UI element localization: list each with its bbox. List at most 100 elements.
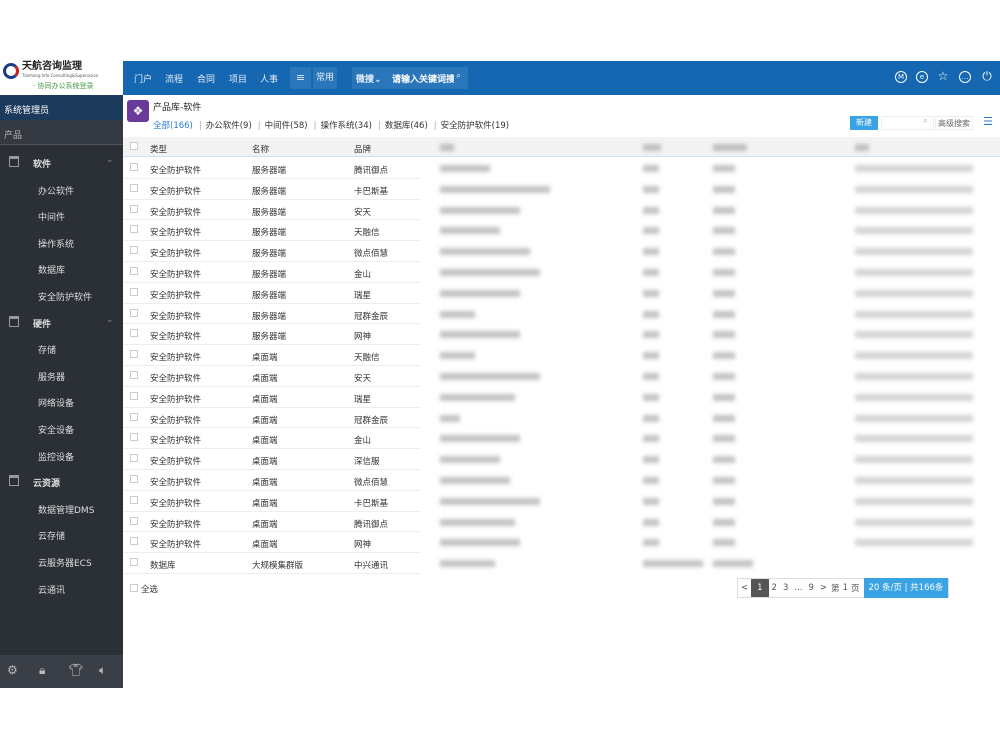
nav-workflow[interactable]: 流程 (165, 75, 184, 85)
column-brand[interactable]: 品牌 (354, 145, 372, 155)
table-row[interactable]: 安全防护软件 桌面端 卡巴斯基 (123, 491, 1000, 512)
filter-tab[interactable]: 安全防护软件(19) (440, 121, 510, 131)
sidebar-item[interactable]: 监控设备 (0, 442, 123, 468)
column-name[interactable]: 名称 (252, 145, 270, 155)
common-button[interactable]: 常用 (313, 67, 337, 89)
table-row[interactable]: 安全防护软件 服务器端 天融信 (123, 220, 1000, 242)
search-scope-dropdown[interactable]: 微搜⌄ (356, 75, 382, 85)
star-icon[interactable]: ☆ (937, 69, 949, 83)
search-icon[interactable]: ⌕ (923, 116, 929, 126)
menu-icon[interactable]: ≡ (290, 67, 311, 89)
row-checkbox[interactable] (130, 516, 138, 525)
sidebar-item[interactable]: 安全设备 (0, 415, 123, 441)
nav-portal[interactable]: 门户 (134, 75, 153, 85)
nav-contract[interactable]: 合同 (197, 75, 216, 85)
sidebar-item[interactable]: 办公软件 (0, 176, 123, 202)
nav-project[interactable]: 项目 (229, 75, 248, 85)
sidebar-item[interactable]: 数据管理DMS (0, 495, 123, 521)
page-size-select[interactable]: 20 条/页 | 共166条 (863, 578, 949, 598)
row-checkbox[interactable] (130, 475, 138, 483)
sidebar-item[interactable]: 存储 (0, 335, 123, 361)
current-user[interactable]: 系统管理员 (0, 95, 123, 120)
sidebar-item[interactable]: 操作系统 (0, 229, 123, 255)
filter-tab[interactable]: 数据库(46) (384, 121, 428, 131)
row-checkbox[interactable] (130, 495, 138, 504)
power-icon[interactable]: ⏻ (982, 69, 992, 83)
column-type[interactable]: 类型 (150, 145, 168, 155)
table-row[interactable]: 安全防护软件 桌面端 冠群金辰 (123, 408, 1000, 429)
prev-page-button[interactable]: < (741, 583, 749, 593)
table-row[interactable]: 安全防护软件 桌面端 深信服 (123, 449, 1000, 470)
select-all-header-checkbox[interactable] (130, 142, 138, 150)
lock-icon[interactable]: 🔒︎ (39, 663, 46, 677)
sidebar-item[interactable]: 中间件 (0, 202, 123, 228)
sidebar-item[interactable]: 数据库 (0, 255, 123, 281)
row-checkbox[interactable] (130, 412, 138, 421)
row-checkbox[interactable] (130, 329, 138, 338)
nav-hr[interactable]: 人事 (260, 75, 279, 85)
sidebar-item[interactable]: 云存储 (0, 521, 123, 547)
row-checkbox[interactable] (130, 454, 138, 463)
table-row[interactable]: 安全防护软件 服务器端 瑞星 (123, 283, 1000, 304)
table-row[interactable]: 安全防护软件 桌面端 瑞星 (123, 387, 1000, 408)
shirt-icon[interactable]: 👕︎ (68, 663, 84, 677)
sidebar-item[interactable]: 网络设备 (0, 388, 123, 414)
sidebar-item[interactable]: 服务器 (0, 362, 123, 388)
table-row[interactable]: 安全防护软件 桌面端 天融信 (123, 345, 1000, 366)
table-row[interactable]: 安全防护软件 服务器端 安天 (123, 200, 1000, 221)
next-page-button[interactable]: > (819, 583, 828, 593)
sidebar-item[interactable]: 安全防护软件 (0, 282, 123, 308)
search-input[interactable]: 请输入关键词搜索 (392, 75, 454, 85)
list-view-icon[interactable]: ☰ (983, 115, 993, 128)
row-checkbox[interactable] (130, 204, 138, 213)
new-button[interactable]: 新建 (850, 116, 878, 130)
table-row[interactable]: 安全防护软件 服务器端 微点佰慧 (123, 241, 1000, 262)
sidebar-group[interactable]: 硬件 ⌄ (0, 309, 123, 335)
page-2-button[interactable]: 2 (771, 583, 777, 593)
row-checkbox[interactable] (130, 287, 138, 296)
row-checkbox[interactable] (130, 350, 138, 359)
table-row[interactable]: 安全防护软件 桌面端 微点佰慧 (123, 470, 1000, 491)
sidebar-group[interactable]: 云资源 (0, 468, 123, 494)
row-checkbox[interactable] (130, 225, 138, 234)
row-checkbox[interactable] (130, 163, 138, 171)
select-all-checkbox[interactable] (130, 584, 138, 592)
row-checkbox[interactable] (130, 308, 138, 317)
table-row[interactable]: 安全防护软件 服务器端 卡巴斯基 (123, 179, 1000, 200)
row-checkbox[interactable] (130, 558, 138, 567)
search-icon[interactable]: ⌕ (456, 71, 462, 81)
row-checkbox[interactable] (130, 267, 138, 275)
table-row[interactable]: 安全防护软件 服务器端 网神 (123, 324, 1000, 346)
filter-tab[interactable]: 全部(166) (153, 121, 193, 131)
sidebar-section-product[interactable]: 产品 (0, 120, 123, 145)
filter-tab[interactable]: 中间件(58) (264, 121, 308, 131)
table-row[interactable]: 安全防护软件 服务器端 金山 (123, 262, 1000, 283)
table-row[interactable]: 安全防护软件 桌面端 腾讯御点 (123, 512, 1000, 533)
advanced-search-button[interactable]: 高级搜索 (935, 116, 973, 130)
row-checkbox[interactable] (130, 391, 138, 400)
gear-icon[interactable]: ⚙ (7, 663, 18, 677)
table-row[interactable]: 数据库 大规模集群版 中兴通讯 (123, 553, 1000, 574)
row-checkbox[interactable] (130, 246, 138, 255)
more-icon[interactable]: … (959, 71, 971, 83)
sidebar-item[interactable]: 云通讯 (0, 575, 123, 601)
m-circle-icon[interactable]: M (895, 71, 907, 83)
filter-tab[interactable]: 操作系统(34) (320, 121, 372, 131)
sidebar-group[interactable]: 软件 ⌄ (0, 149, 123, 175)
table-row[interactable]: 安全防护软件 服务器端 腾讯御点 (123, 158, 1000, 179)
page-9-button[interactable]: 9 (808, 583, 814, 593)
e-circle-icon[interactable]: e (916, 71, 928, 83)
row-checkbox[interactable] (130, 537, 138, 546)
table-row[interactable]: 安全防护软件 桌面端 金山 (123, 428, 1000, 450)
filter-tab[interactable]: 办公软件(9) (205, 121, 252, 131)
table-row[interactable]: 安全防护软件 桌面端 网神 (123, 532, 1000, 554)
row-checkbox[interactable] (130, 183, 138, 192)
table-row[interactable]: 安全防护软件 桌面端 安天 (123, 366, 1000, 387)
quick-search-input[interactable] (881, 116, 934, 130)
page-3-button[interactable]: 3 (782, 583, 789, 593)
table-row[interactable]: 安全防护软件 服务器端 冠群金辰 (123, 304, 1000, 325)
goto-page-input[interactable]: 1 (842, 583, 848, 593)
speaker-icon[interactable]: 🔈︎ (99, 663, 107, 677)
page-1-button[interactable]: 1 (751, 579, 769, 597)
row-checkbox[interactable] (130, 433, 138, 442)
